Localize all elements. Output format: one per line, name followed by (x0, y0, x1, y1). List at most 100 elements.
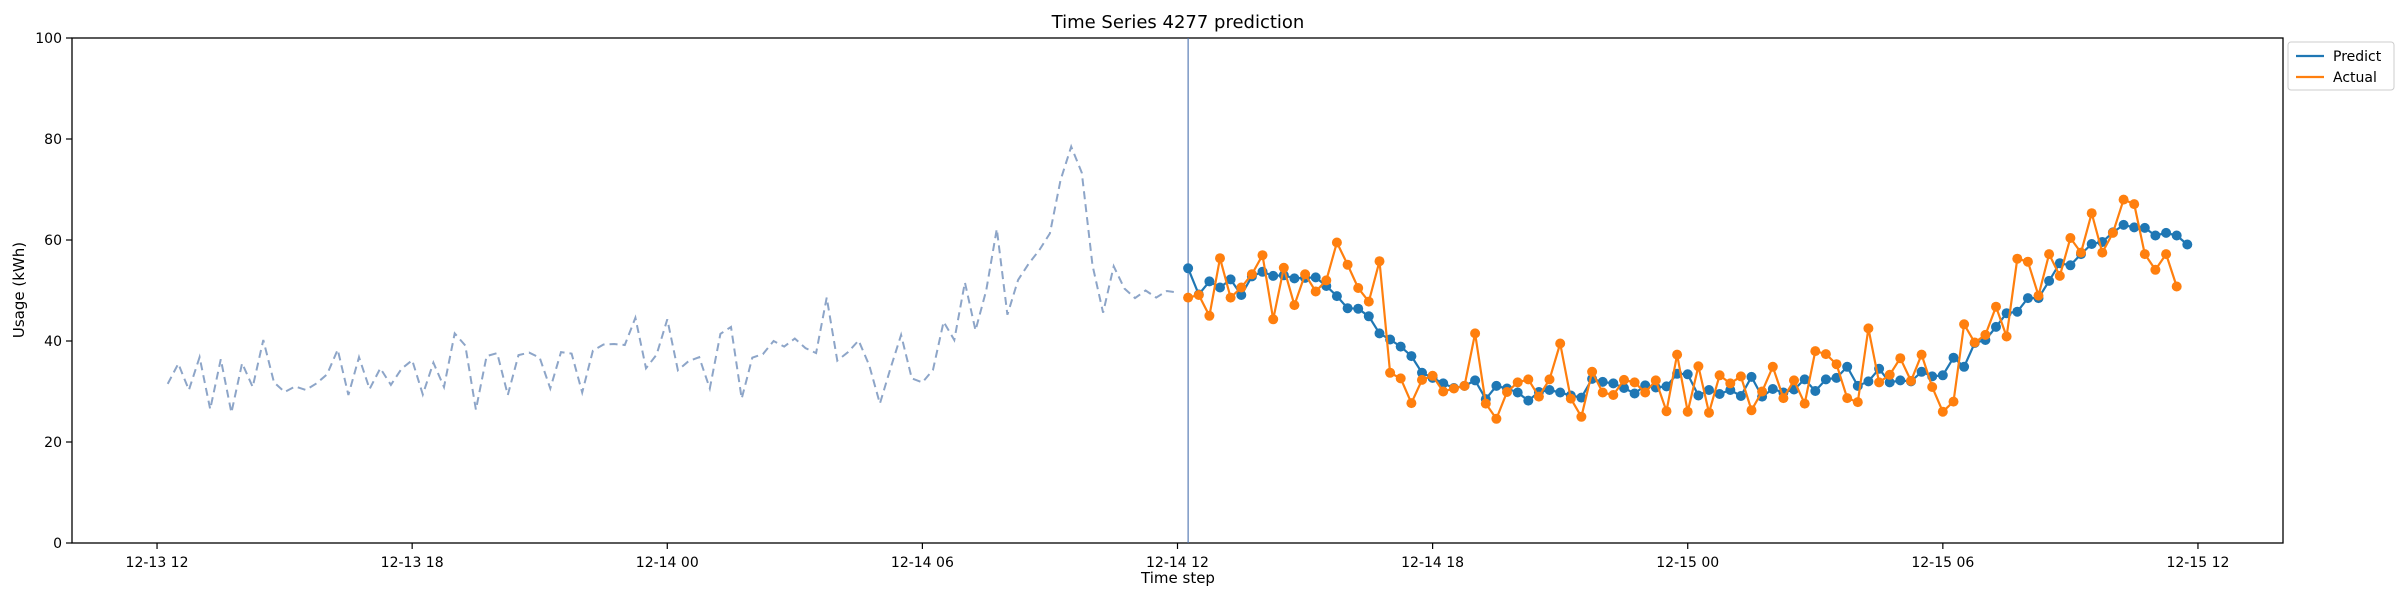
actual-point (2139, 249, 2150, 260)
actual-point (1236, 282, 1247, 293)
actual-point (1289, 300, 1300, 311)
actual-point (1969, 337, 1980, 348)
actual-point (1193, 290, 1204, 300)
predict-point (1820, 374, 1831, 385)
y-tick-label: 0 (53, 536, 62, 552)
actual-point (1512, 377, 1523, 388)
x-tick-label: 12-14 12 (1146, 555, 1209, 571)
actual-point (1427, 370, 1438, 381)
predict-point (1512, 387, 1523, 398)
predict-point (1959, 361, 1970, 372)
predict-point (2022, 293, 2033, 304)
actual-point (2033, 290, 2044, 301)
predict-point (1310, 272, 1321, 283)
actual-point (1650, 375, 1661, 386)
actual-line (1187, 198, 2178, 422)
actual-point (1438, 386, 1449, 397)
actual-point (1767, 361, 1778, 372)
predict-point (1693, 390, 1704, 401)
predict-point (1236, 290, 1247, 300)
predict-point (1810, 386, 1821, 396)
actual-point (2171, 281, 2182, 292)
predict-point (1799, 374, 1810, 385)
actual-point (1884, 369, 1895, 380)
predict-point (1714, 389, 1725, 399)
predict-point (1682, 369, 1693, 380)
x-tick-label: 12-13 12 (126, 555, 189, 571)
predict-point (1353, 303, 1364, 314)
predict-point (2012, 306, 2023, 317)
actual-point (2001, 331, 2012, 342)
predict-point (1948, 352, 1959, 363)
predict-point (2065, 260, 2076, 271)
predict-point (1268, 270, 1279, 281)
actual-point (1608, 390, 1619, 400)
history-layer (166, 143, 1178, 413)
actual-point (2150, 264, 2161, 275)
actual-point (1342, 259, 1353, 270)
actual-point (2065, 233, 2076, 243)
actual-point (2129, 199, 2140, 210)
predict-point (2171, 230, 2182, 241)
actual-point (1587, 366, 1598, 377)
actual-point (1629, 377, 1640, 388)
actual-point (1523, 374, 1534, 385)
predict-point (1491, 380, 1502, 391)
actual-point (1215, 253, 1225, 264)
actual-point (1937, 406, 1948, 417)
chart-title: Time Series 4277 prediction (1051, 12, 1305, 33)
actual-point (1278, 262, 1289, 273)
actual-point (1448, 383, 1459, 394)
predict-point (1374, 328, 1385, 339)
actual-point (1746, 405, 1757, 416)
actual-point (1502, 387, 1512, 397)
actual-point (1363, 296, 1374, 307)
predict-point (1916, 366, 1927, 377)
predict-point (1767, 384, 1778, 394)
actual-point (1863, 323, 1874, 334)
y-tick-label: 20 (44, 435, 62, 451)
actual-point (1948, 396, 1959, 407)
actual-point (1874, 377, 1885, 388)
predict-point (1523, 395, 1534, 406)
actual-point (1597, 387, 1608, 398)
actual-point (2076, 247, 2086, 258)
predict-point (1661, 381, 1672, 392)
actual-point (1459, 380, 1470, 391)
actual-point (1916, 349, 1927, 360)
predict-point (1183, 263, 1194, 274)
predict-point (1289, 273, 1300, 284)
actual-point (1852, 397, 1863, 408)
actual-point (2118, 194, 2129, 205)
predict-point (2150, 230, 2161, 241)
actual-point (1810, 346, 1821, 357)
actual-point (2054, 270, 2065, 281)
actual-point (1831, 359, 1842, 370)
x-axis: 12-13 12 12-13 18 12-14 00 12-14 06 12-14 12… (126, 543, 2229, 571)
legend-label-actual: Actual (2333, 70, 2377, 86)
predict-point (1215, 282, 1225, 293)
predict-point (1331, 291, 1342, 302)
series-layer (1183, 194, 2193, 424)
series-actual (1183, 194, 2182, 424)
plot-frame (71, 37, 2284, 544)
actual-point (1385, 367, 1396, 378)
x-tick-label: 12-15 00 (1656, 555, 1719, 571)
actual-point (1533, 391, 1544, 402)
predict-point (1204, 276, 1215, 287)
predict-point (1576, 392, 1587, 403)
predict-point (1406, 351, 1417, 362)
actual-point (1544, 374, 1555, 385)
actual-point (1406, 398, 1417, 409)
actual-point (1257, 250, 1268, 261)
predict-point (1619, 383, 1629, 393)
actual-point (1799, 398, 1810, 409)
plot-area (71, 37, 2284, 544)
predict-point (1735, 391, 1746, 401)
actual-point (1310, 286, 1321, 297)
actual-point (1480, 398, 1491, 409)
actual-point (1331, 237, 1342, 248)
y-tick-label: 100 (35, 31, 62, 47)
predict-point (1991, 321, 2001, 332)
predict-point (2118, 219, 2129, 230)
